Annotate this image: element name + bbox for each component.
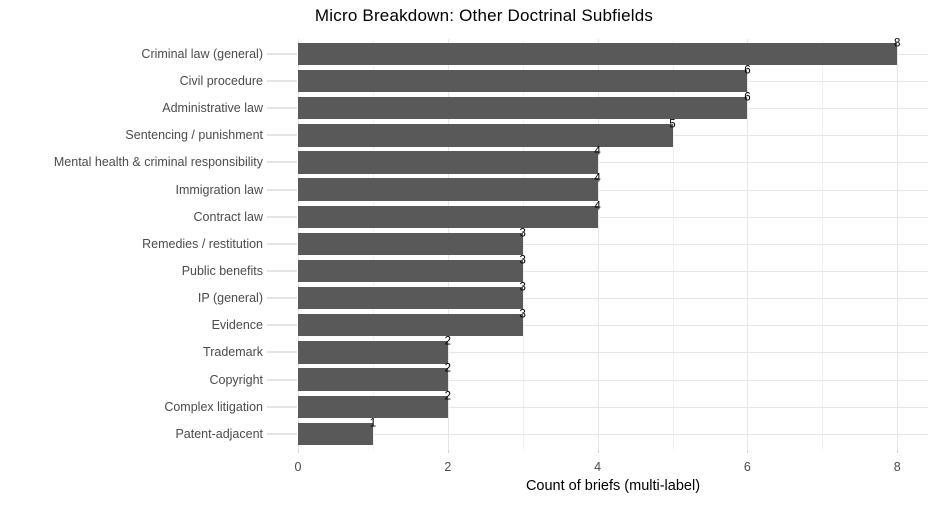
y-major-gridline — [298, 434, 928, 435]
bar — [298, 205, 598, 228]
y-tick — [267, 405, 297, 408]
y-axis-label: Criminal law (general) — [141, 46, 263, 61]
bar — [298, 286, 523, 310]
y-axis-label: Administrative law — [162, 101, 263, 116]
bar-value-label: 1 — [369, 416, 377, 429]
bar — [298, 314, 523, 337]
bar — [298, 341, 448, 364]
x-tick — [897, 450, 899, 453]
y-axis-label: Evidence — [211, 318, 263, 333]
y-tick — [267, 432, 297, 435]
y-major-gridline — [298, 407, 928, 408]
bar-value-label: 2 — [444, 389, 451, 402]
bar-value-label: 2 — [444, 335, 451, 348]
y-tick — [267, 270, 297, 273]
y-axis-label: Immigration law — [175, 182, 263, 197]
bar — [298, 178, 598, 201]
bar-value-label: 4 — [594, 199, 601, 212]
x-tick-label: 6 — [743, 460, 751, 474]
bar-value-label: 3 — [519, 226, 526, 239]
bar-value-label: 3 — [519, 281, 526, 294]
y-major-gridline — [298, 190, 928, 191]
y-axis-label: Complex litigation — [164, 399, 263, 414]
bar-value-label: 6 — [744, 91, 751, 104]
y-tick — [267, 188, 297, 191]
x-tick-label: 4 — [594, 460, 602, 474]
bar-value-label: 5 — [669, 118, 676, 131]
bar — [298, 151, 598, 174]
bar — [298, 42, 898, 66]
bar-value-label: 8 — [893, 36, 901, 49]
y-axis-label: Civil procedure — [179, 74, 263, 89]
x-tick — [597, 450, 599, 453]
y-major-gridline — [298, 298, 928, 299]
y-axis-label: Mental health & criminal responsibility — [53, 155, 263, 170]
x-tick — [298, 450, 299, 453]
y-major-gridline — [298, 325, 928, 326]
x-tick-label: 2 — [444, 460, 452, 474]
x-tick — [447, 450, 449, 453]
y-axis-label: Sentencing / punishment — [125, 128, 263, 143]
y-major-gridline — [298, 217, 928, 218]
x-tick-label: 0 — [294, 460, 302, 474]
x-tick-label: 8 — [893, 460, 901, 474]
y-major-gridline — [298, 162, 928, 163]
plot-panel: 8 6 6 5 4 4 4 3 3 3 3 2 2 2 1 — [298, 36, 928, 450]
chart-title: Micro Breakdown: Other Doctrinal Subfiel… — [314, 6, 654, 25]
x-tick — [747, 450, 749, 453]
y-tick — [267, 107, 297, 110]
bar-value-label: 4 — [594, 145, 601, 158]
y-axis-label: Copyright — [209, 372, 264, 387]
bar — [298, 395, 448, 418]
y-axis-label: Remedies / restitution — [142, 236, 263, 251]
y-axis-label: Patent-adjacent — [175, 426, 263, 441]
y-major-gridline — [298, 271, 928, 272]
bar — [298, 422, 373, 446]
y-major-gridline — [298, 352, 928, 353]
y-tick — [267, 215, 297, 218]
bar — [298, 368, 448, 391]
y-axis-label: Trademark — [203, 345, 263, 360]
bar-value-label: 2 — [444, 362, 451, 375]
x-axis-title: Count of briefs (multi-label) — [525, 478, 701, 494]
y-axis-label: Public benefits — [181, 264, 263, 279]
y-axis-label: IP (general) — [197, 291, 263, 306]
bar-value-label: 4 — [594, 172, 601, 185]
bar — [298, 69, 748, 93]
y-major-gridline — [298, 380, 928, 381]
y-tick — [267, 378, 297, 381]
bar — [298, 96, 748, 120]
y-tick — [267, 52, 297, 55]
bar-value-label: 3 — [519, 254, 526, 267]
y-tick — [267, 134, 297, 137]
y-tick — [267, 297, 297, 300]
y-tick — [267, 242, 297, 245]
bar — [298, 259, 523, 283]
bar — [298, 232, 523, 256]
y-tick — [267, 80, 297, 83]
bar-value-label: 3 — [519, 308, 526, 321]
y-axis-label: Contract law — [193, 209, 263, 224]
y-tick — [267, 161, 297, 164]
y-tick — [267, 324, 297, 327]
y-tick — [267, 351, 297, 354]
bar — [298, 124, 673, 147]
y-major-gridline — [298, 244, 928, 245]
bar-value-label: 6 — [744, 64, 751, 77]
